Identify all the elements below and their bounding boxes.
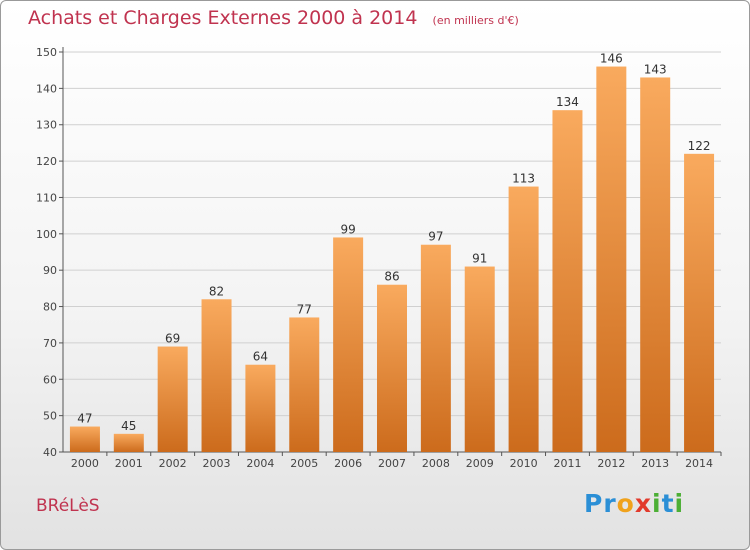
y-tick-label: 60 bbox=[43, 373, 57, 386]
bar-2009 bbox=[464, 266, 495, 452]
y-tick-label: 50 bbox=[43, 410, 57, 423]
data-label: 82 bbox=[209, 284, 224, 298]
location-name: BRéLèS bbox=[36, 496, 100, 516]
bar-2007 bbox=[377, 284, 407, 452]
data-labels: 47 45 69 82 64 77 99 86 97 91 113 134 146 143 122 bbox=[77, 52, 710, 433]
x-tick-label: 2014 bbox=[685, 457, 713, 470]
x-tick-label: 2007 bbox=[378, 457, 406, 470]
data-label: 86 bbox=[384, 270, 399, 284]
chart-title-block: Achats et Charges Externes 2000 à 2014 (… bbox=[28, 7, 519, 29]
x-tick-label: 2004 bbox=[246, 457, 274, 470]
y-tick-label: 80 bbox=[43, 301, 57, 314]
bar-2003 bbox=[201, 299, 232, 452]
bar-2014 bbox=[684, 153, 715, 452]
y-tick-label: 100 bbox=[36, 228, 57, 241]
logo-letter: i bbox=[652, 489, 662, 518]
y-tick-labels: 40 50 60 70 80 90 100 110 120 130 140 150 bbox=[36, 46, 63, 459]
bar-2011 bbox=[552, 110, 583, 452]
data-label: 64 bbox=[253, 350, 268, 364]
bar-2010 bbox=[508, 186, 539, 452]
x-tick-label: 2000 bbox=[71, 457, 99, 470]
x-tick-label: 2005 bbox=[290, 457, 318, 470]
data-label: 47 bbox=[77, 412, 92, 426]
data-label: 113 bbox=[512, 172, 535, 186]
bar-2013 bbox=[640, 77, 671, 453]
x-tick-label: 2002 bbox=[159, 457, 187, 470]
y-tick-label: 150 bbox=[36, 46, 57, 59]
x-tick-label: 2006 bbox=[334, 457, 362, 470]
data-label: 122 bbox=[688, 139, 711, 153]
data-label: 45 bbox=[121, 419, 136, 433]
chart-title: Achats et Charges Externes 2000 à 2014 bbox=[28, 7, 418, 29]
bar-2001 bbox=[113, 433, 144, 452]
y-tick-label: 130 bbox=[36, 119, 57, 132]
data-label: 146 bbox=[600, 52, 623, 66]
logo-letter: i bbox=[674, 489, 685, 518]
y-tick-label: 120 bbox=[36, 155, 57, 168]
x-tick-label: 2010 bbox=[510, 457, 538, 470]
data-label: 143 bbox=[644, 62, 667, 76]
logo-letter: r bbox=[603, 489, 617, 518]
bar-2008 bbox=[420, 244, 451, 452]
y-tick-label: 40 bbox=[43, 446, 57, 459]
x-tick-label: 2012 bbox=[597, 457, 625, 470]
logo-letter: P bbox=[584, 489, 604, 518]
data-label: 77 bbox=[297, 302, 312, 316]
data-label: 91 bbox=[472, 252, 487, 266]
bar-2006 bbox=[333, 237, 364, 452]
bar-2005 bbox=[289, 317, 320, 452]
data-label: 69 bbox=[165, 332, 180, 346]
x-tick-label: 2009 bbox=[466, 457, 494, 470]
data-label: 99 bbox=[340, 222, 355, 236]
y-tick-label: 110 bbox=[36, 191, 57, 204]
logo-letter: o bbox=[616, 489, 635, 518]
x-tick-label: 2013 bbox=[641, 457, 669, 470]
bars bbox=[69, 66, 715, 453]
x-tick-label: 2008 bbox=[422, 457, 450, 470]
x-tick-labels: 2000 2001 2002 2003 2004 2005 2006 2007 2008 2009… bbox=[71, 452, 722, 470]
bar-2004 bbox=[245, 364, 276, 452]
proxiti-logo: Proxiti bbox=[584, 489, 684, 518]
y-tick-label: 90 bbox=[43, 264, 57, 277]
x-tick-label: 2011 bbox=[553, 457, 581, 470]
x-tick-label: 2001 bbox=[115, 457, 143, 470]
bar-2002 bbox=[157, 346, 188, 452]
bar-2012 bbox=[596, 66, 627, 452]
data-label: 134 bbox=[556, 95, 579, 109]
logo-letter: t bbox=[661, 489, 675, 518]
x-tick-label: 2003 bbox=[203, 457, 231, 470]
logo-letter: x bbox=[634, 489, 652, 518]
data-label: 97 bbox=[428, 230, 443, 244]
bar-2000 bbox=[69, 426, 100, 452]
y-tick-label: 140 bbox=[36, 82, 57, 95]
chart-unit-note: (en milliers d'€) bbox=[432, 14, 519, 27]
y-tick-label: 70 bbox=[43, 337, 57, 350]
